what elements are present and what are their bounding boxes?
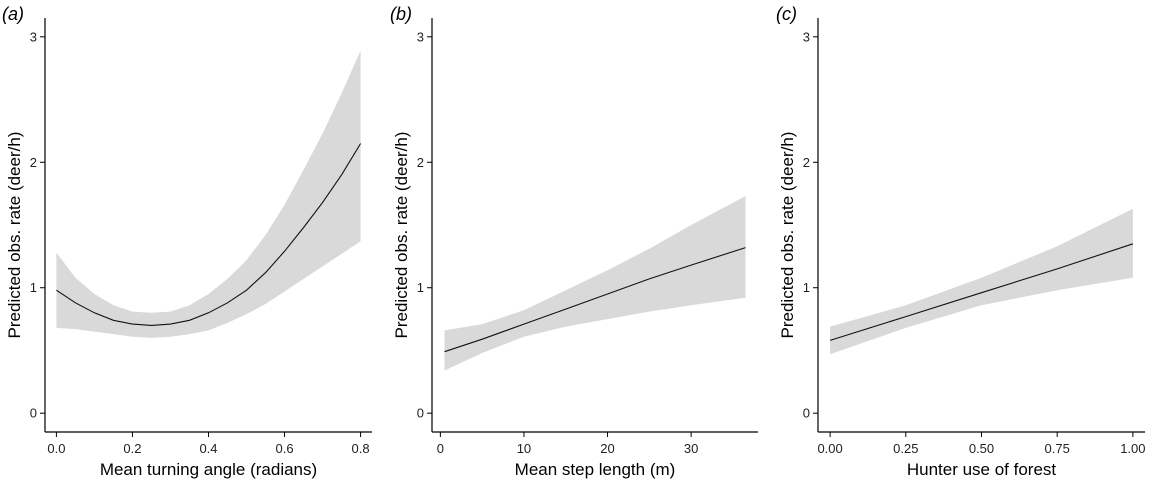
panel-3: (c) 0 1 2 3 0.00 0.25 0.50 0.75 1.00 Hunter use of… bbox=[776, 4, 1146, 479]
x-tick-label: 0.2 bbox=[123, 441, 141, 456]
y-tick-label: 1 bbox=[417, 280, 424, 295]
y-tick-label: 0 bbox=[30, 406, 37, 421]
x-tick-label: 0.0 bbox=[47, 441, 65, 456]
x-axis-title: Mean step length (m) bbox=[515, 460, 676, 479]
fitted-line bbox=[444, 247, 746, 353]
confidence-band bbox=[444, 196, 746, 371]
x-tick-label: 0.50 bbox=[969, 441, 994, 456]
x-tick-label: 0.6 bbox=[276, 441, 294, 456]
x-tick-label: 0.25 bbox=[893, 441, 918, 456]
x-tick-label: 0.4 bbox=[199, 441, 217, 456]
x-tick-label: 0.75 bbox=[1045, 441, 1070, 456]
x-tick-label: 0.00 bbox=[817, 441, 842, 456]
x-tick-label: 10 bbox=[517, 441, 531, 456]
confidence-band bbox=[830, 208, 1133, 355]
y-axis-title: Predicted obs. rate (deer/h) bbox=[392, 132, 411, 339]
y-tick-label: 2 bbox=[417, 155, 424, 170]
y-tick-label: 1 bbox=[803, 280, 810, 295]
x-tick-label: 30 bbox=[684, 441, 698, 456]
fitted-line bbox=[829, 243, 1134, 341]
y-axis-title: Predicted obs. rate (deer/h) bbox=[5, 132, 24, 339]
y-tick-label: 2 bbox=[30, 155, 37, 170]
panel-1: (a) 0 1 2 3 0.0 0.2 0.4 0.6 0.8 Mean turning angle… bbox=[2, 4, 372, 479]
y-tick-label: 0 bbox=[417, 406, 424, 421]
y-tick-label: 0 bbox=[803, 406, 810, 421]
x-tick-label: 0 bbox=[437, 441, 444, 456]
x-axis-title: Mean turning angle (radians) bbox=[100, 460, 317, 479]
fitted-line bbox=[56, 143, 362, 326]
x-tick-label: 1.00 bbox=[1120, 441, 1145, 456]
y-tick-label: 1 bbox=[30, 280, 37, 295]
x-axis-title: Hunter use of forest bbox=[907, 460, 1057, 479]
panel-label: (c) bbox=[776, 4, 797, 24]
y-tick-label: 3 bbox=[803, 29, 810, 44]
panel-label: (a) bbox=[2, 4, 24, 24]
y-tick-label: 2 bbox=[803, 155, 810, 170]
x-tick-label: 20 bbox=[600, 441, 614, 456]
confidence-band bbox=[56, 50, 361, 338]
y-axis-title: Predicted obs. rate (deer/h) bbox=[778, 132, 797, 339]
y-tick-label: 3 bbox=[417, 29, 424, 44]
x-tick-label: 0.8 bbox=[352, 441, 370, 456]
y-tick-label: 3 bbox=[30, 29, 37, 44]
panel-label: (b) bbox=[390, 4, 412, 24]
